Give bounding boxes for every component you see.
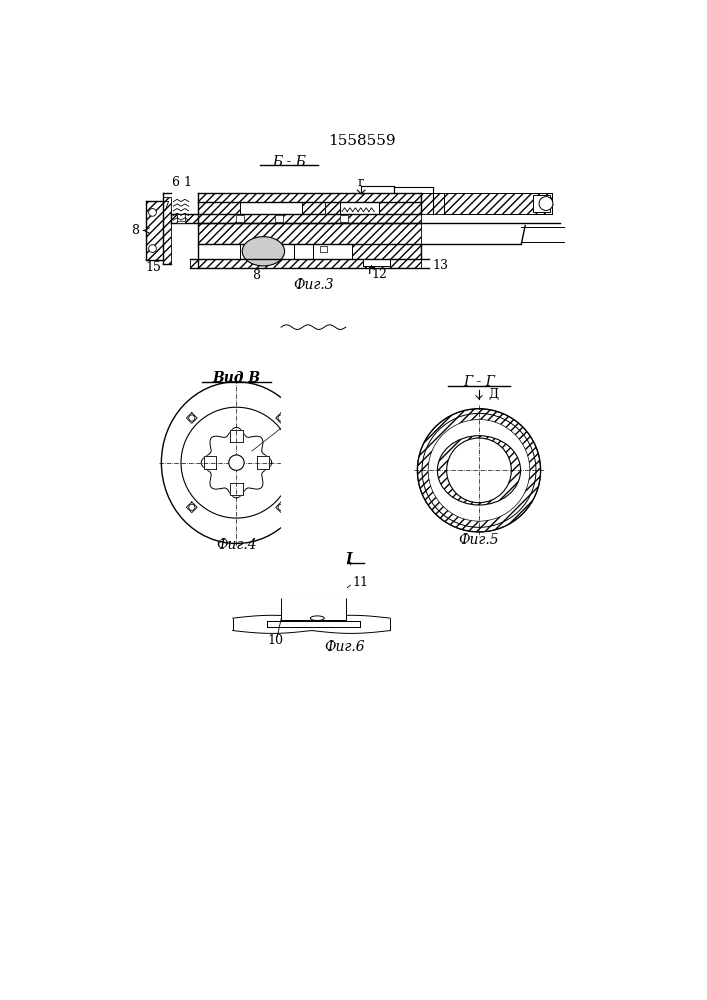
Polygon shape [201,427,271,498]
Circle shape [229,455,244,470]
Bar [198,193,421,202]
Bar [281,593,346,620]
Bar [198,214,421,223]
Bar [421,193,444,214]
Text: 6: 6 [171,176,179,189]
Ellipse shape [310,616,325,620]
Bar [275,215,283,222]
Text: 1: 1 [184,176,192,189]
Bar [379,202,421,214]
Ellipse shape [161,382,312,544]
Circle shape [278,415,284,421]
Bar [267,621,360,627]
Text: 13: 13 [433,259,449,272]
Bar [177,216,185,223]
Text: Фиг.3: Фиг.3 [293,278,334,292]
Bar [177,214,185,221]
Bar [198,202,240,214]
Bar [171,214,198,223]
Bar [444,193,552,214]
Bar [240,244,294,259]
Bar [320,246,327,252]
Text: Г - Г: Г - Г [463,375,495,389]
Bar [325,202,340,214]
Bar [163,197,171,264]
Text: 12: 12 [371,267,387,280]
Circle shape [189,415,195,421]
Circle shape [417,409,541,532]
Circle shape [422,413,536,527]
Bar [533,195,550,212]
Bar [244,246,252,252]
Text: Фиг.6: Фиг.6 [324,640,365,654]
Text: 15: 15 [286,418,303,431]
Circle shape [447,438,511,503]
Bar [313,244,352,259]
Bar [340,202,379,214]
Text: Б - Б: Б - Б [271,155,306,169]
Text: 11: 11 [352,576,368,589]
Text: г: г [368,264,375,277]
Text: 8: 8 [131,224,139,237]
Circle shape [539,197,553,210]
Bar [302,202,325,214]
Polygon shape [230,430,243,442]
Polygon shape [204,456,216,469]
Text: Вид Д: Вид Д [305,552,354,566]
Circle shape [278,504,284,510]
Ellipse shape [438,436,520,505]
Text: г: г [358,176,364,189]
Ellipse shape [243,237,284,266]
Bar [340,215,348,222]
Bar [198,223,421,244]
Text: Фиг.5: Фиг.5 [459,533,499,547]
Polygon shape [257,456,269,469]
Bar [352,244,421,259]
Bar [146,201,163,260]
Text: 8: 8 [252,269,259,282]
Text: 15: 15 [146,261,162,274]
Circle shape [181,407,292,518]
Circle shape [189,504,195,510]
Polygon shape [230,483,243,495]
Text: Фиг.4: Фиг.4 [216,538,257,552]
Text: 10: 10 [267,634,283,647]
Text: 7: 7 [162,201,170,214]
Text: Вид В: Вид В [212,371,260,385]
Circle shape [148,245,156,252]
Bar [240,202,302,214]
Circle shape [148,209,156,216]
Text: Д: Д [489,388,498,401]
Text: 1558559: 1558559 [328,134,396,148]
Bar [190,259,421,268]
Bar [236,215,244,222]
Bar [363,259,390,266]
